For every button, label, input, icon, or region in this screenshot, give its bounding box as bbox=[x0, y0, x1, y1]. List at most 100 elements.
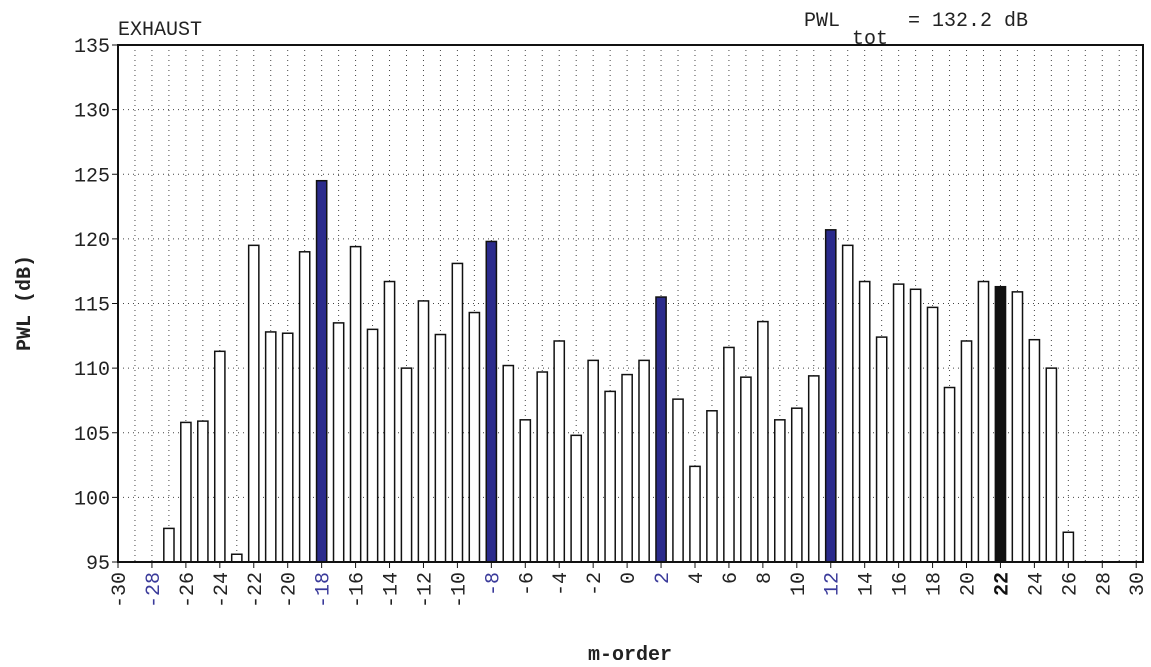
y-tick-label: 115 bbox=[74, 295, 110, 318]
bar bbox=[960, 340, 973, 563]
x-tick-label: -12 bbox=[414, 572, 437, 608]
x-tick-label: 18 bbox=[924, 572, 947, 596]
x-tick-label: 30 bbox=[1127, 572, 1150, 596]
x-tick-label: -8 bbox=[482, 572, 505, 596]
bar bbox=[757, 320, 769, 563]
bar bbox=[621, 373, 633, 563]
x-tick-label: -24 bbox=[211, 572, 234, 608]
bar bbox=[553, 340, 566, 563]
x-tick-label: 22 bbox=[991, 572, 1014, 596]
x-tick-label: -20 bbox=[279, 572, 302, 608]
x-tick-label: 4 bbox=[686, 572, 709, 584]
bar bbox=[197, 420, 209, 563]
bar bbox=[213, 350, 226, 563]
bar bbox=[689, 465, 701, 563]
x-tick-label: 2 bbox=[652, 572, 675, 584]
x-tick-label: 26 bbox=[1059, 572, 1082, 596]
y-tick-label: 100 bbox=[74, 488, 110, 511]
bar bbox=[366, 328, 379, 563]
y-tick-label: 125 bbox=[74, 165, 110, 188]
bar bbox=[451, 262, 464, 563]
x-tick-label: -22 bbox=[245, 572, 268, 608]
bar bbox=[824, 229, 837, 563]
bar bbox=[417, 300, 430, 563]
bar bbox=[502, 364, 515, 563]
bar bbox=[994, 285, 1007, 563]
bar bbox=[790, 407, 803, 563]
bar bbox=[655, 296, 667, 563]
x-tick-label: -2 bbox=[584, 572, 607, 596]
bar bbox=[773, 419, 786, 563]
x-tick-label: 10 bbox=[788, 572, 811, 596]
annotation-sub: tot bbox=[852, 28, 888, 51]
y-tick-label: 130 bbox=[74, 101, 110, 124]
bar bbox=[723, 346, 735, 563]
x-tick-label: -10 bbox=[448, 572, 471, 608]
x-tick-label: 8 bbox=[754, 572, 777, 584]
x-tick-label: 20 bbox=[958, 572, 981, 596]
x-tick-label: 6 bbox=[720, 572, 743, 584]
bar bbox=[807, 375, 820, 563]
bar bbox=[315, 179, 328, 563]
bar bbox=[383, 280, 396, 563]
bar bbox=[706, 410, 718, 563]
bar bbox=[163, 527, 175, 563]
bar bbox=[536, 371, 549, 563]
bar bbox=[1045, 367, 1058, 563]
x-tick-label: -26 bbox=[177, 572, 200, 608]
bar bbox=[570, 434, 583, 563]
y-tick-label: 135 bbox=[74, 36, 110, 59]
bar bbox=[485, 240, 498, 563]
plot-frame bbox=[117, 44, 1144, 563]
bar bbox=[943, 386, 956, 563]
bar bbox=[604, 390, 616, 563]
bar bbox=[1028, 338, 1041, 563]
bar bbox=[1011, 291, 1024, 563]
x-tick-label: 0 bbox=[618, 572, 641, 584]
bar bbox=[875, 336, 888, 563]
bar bbox=[298, 251, 311, 563]
x-axis-label: m-order bbox=[588, 644, 672, 667]
bar bbox=[858, 280, 871, 563]
bar bbox=[468, 311, 481, 563]
bar bbox=[230, 553, 243, 563]
bar bbox=[264, 331, 277, 563]
x-tick-label: -14 bbox=[381, 572, 404, 608]
bar bbox=[180, 421, 192, 563]
bar bbox=[400, 367, 413, 563]
y-tick-label: 95 bbox=[86, 553, 110, 576]
bar bbox=[977, 280, 990, 563]
chart-title: EXHAUST bbox=[118, 19, 202, 42]
bar bbox=[926, 306, 939, 563]
bar bbox=[247, 244, 260, 563]
y-tick-label: 120 bbox=[74, 230, 110, 253]
annotation-main: PWL bbox=[804, 10, 840, 33]
x-tick-label: 14 bbox=[856, 572, 879, 596]
bar bbox=[909, 288, 922, 563]
x-tick-label: 16 bbox=[890, 572, 913, 596]
bar bbox=[281, 332, 294, 563]
x-tick-label: -16 bbox=[347, 572, 370, 608]
x-tick-label: -30 bbox=[109, 572, 132, 608]
x-tick-label: -28 bbox=[143, 572, 166, 608]
bar bbox=[1062, 531, 1075, 563]
bar bbox=[434, 333, 447, 563]
y-tick-label: 110 bbox=[74, 359, 110, 382]
bar bbox=[587, 359, 600, 563]
bar bbox=[519, 419, 532, 563]
x-tick-label: 24 bbox=[1025, 572, 1048, 596]
bar bbox=[672, 398, 684, 563]
x-tick-label: -18 bbox=[313, 572, 336, 608]
x-tick-label: 28 bbox=[1093, 572, 1116, 596]
bar bbox=[841, 244, 854, 563]
x-tick-label: 12 bbox=[822, 572, 845, 596]
bar bbox=[332, 322, 345, 563]
y-tick-label: 105 bbox=[74, 424, 110, 447]
bar bbox=[349, 245, 362, 563]
bar bbox=[740, 376, 752, 563]
bar bbox=[892, 283, 905, 563]
bar bbox=[638, 359, 650, 563]
x-tick-label: -4 bbox=[550, 572, 573, 596]
x-tick-label: -6 bbox=[516, 572, 539, 596]
